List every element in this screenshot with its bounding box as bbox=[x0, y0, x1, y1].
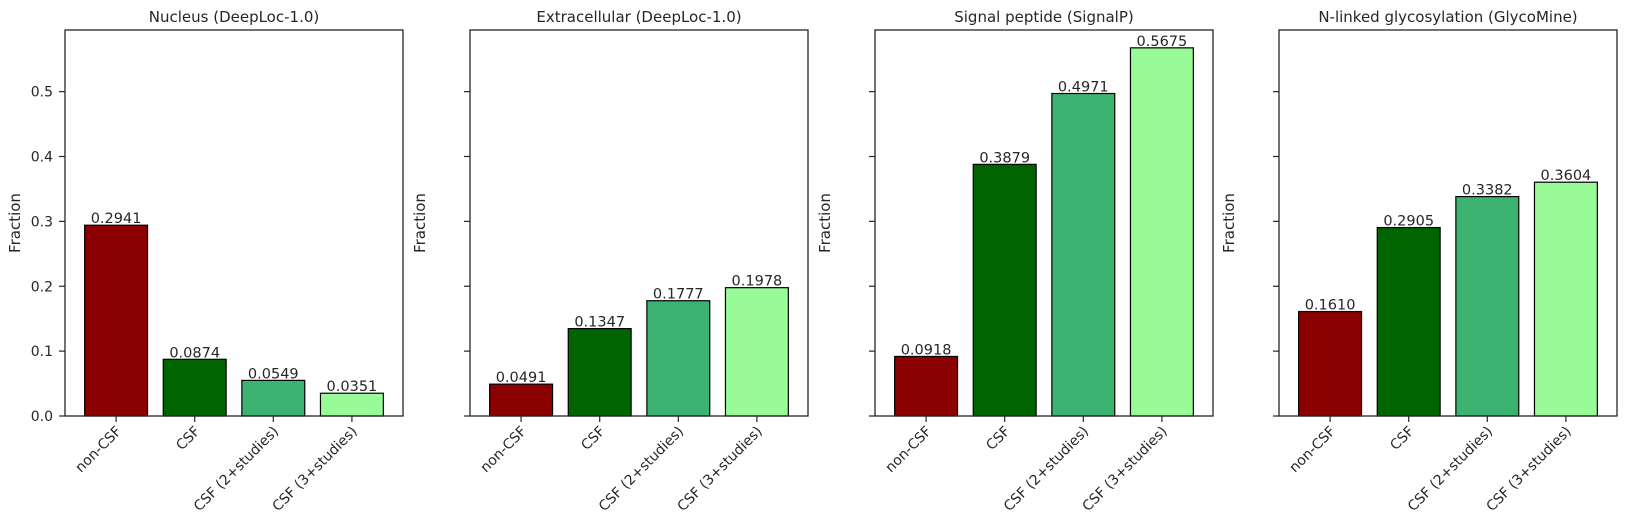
data-label: 0.0874 bbox=[169, 345, 220, 361]
x-tick-label: non-CSF bbox=[1287, 424, 1339, 476]
data-label: 0.2941 bbox=[91, 211, 142, 227]
x-tick-label: CSF (3+studies) bbox=[269, 424, 360, 515]
y-axis-label: Fraction bbox=[1220, 193, 1238, 253]
bar bbox=[1051, 92, 1116, 417]
data-label: 0.3382 bbox=[1462, 183, 1513, 199]
x-tick-label: non-CSF bbox=[73, 424, 125, 476]
bar bbox=[162, 358, 227, 417]
data-label: 0.2905 bbox=[1383, 214, 1434, 230]
x-tick-label: CSF bbox=[983, 424, 1013, 454]
y-tick-label: 0.5 bbox=[31, 85, 53, 101]
data-label: 0.0351 bbox=[327, 379, 378, 395]
data-label: 0.4971 bbox=[1058, 80, 1109, 96]
x-tick-label: CSF (2+studies) bbox=[596, 424, 687, 515]
plot-frame bbox=[1278, 29, 1618, 417]
bar bbox=[1376, 226, 1441, 417]
plot-frame bbox=[469, 29, 809, 417]
bar bbox=[724, 287, 789, 417]
x-tick-label: CSF bbox=[578, 424, 608, 454]
x-tick-label: CSF (2+studies) bbox=[1001, 424, 1092, 515]
y-axis-label: Fraction bbox=[411, 193, 429, 253]
chart-title: Nucleus (DeepLoc-1.0) bbox=[149, 8, 319, 26]
data-label: 0.0491 bbox=[496, 370, 547, 386]
x-tick-label: CSF bbox=[173, 424, 203, 454]
y-axis-label: Fraction bbox=[6, 193, 24, 253]
chart-panel-1: 0.2941 0.0874 0.0549 0.0351 0.0 0.1 0.2 0.3 0.4 0… bbox=[6, 8, 404, 515]
x-tick-label: CSF (2+studies) bbox=[1405, 424, 1496, 515]
chart-title: Extracellular (DeepLoc-1.0) bbox=[536, 8, 741, 26]
y-tick-label: 0.0 bbox=[31, 409, 53, 425]
bar bbox=[1129, 47, 1194, 417]
data-label: 0.3879 bbox=[979, 150, 1030, 166]
x-tick-label: CSF (3+studies) bbox=[1079, 424, 1170, 515]
data-label: 0.1777 bbox=[653, 287, 704, 303]
chart-title: Signal peptide (SignalP) bbox=[954, 8, 1134, 26]
data-label: 0.0918 bbox=[901, 342, 952, 358]
x-tick-label: CSF bbox=[1387, 424, 1417, 454]
bar bbox=[1298, 310, 1363, 417]
plot-frame bbox=[64, 29, 404, 417]
data-label: 0.1610 bbox=[1305, 298, 1356, 314]
data-label: 0.1978 bbox=[732, 274, 783, 290]
y-tick-label: 0.3 bbox=[31, 214, 53, 230]
data-label: 0.3604 bbox=[1541, 168, 1592, 184]
bar bbox=[894, 355, 959, 417]
bar bbox=[241, 379, 306, 417]
bar bbox=[84, 224, 149, 417]
bar bbox=[1455, 195, 1520, 417]
plot-frame bbox=[874, 29, 1214, 417]
y-axis-label: Fraction bbox=[816, 193, 834, 253]
bar bbox=[646, 300, 711, 417]
x-tick-label: CSF (3+studies) bbox=[674, 424, 765, 515]
bar bbox=[319, 392, 384, 417]
bar bbox=[567, 328, 632, 417]
y-tick-label: 0.2 bbox=[31, 279, 53, 295]
x-tick-label: CSF (2+studies) bbox=[191, 424, 282, 515]
data-label: 0.0549 bbox=[248, 366, 299, 382]
data-label: 0.1347 bbox=[574, 315, 625, 331]
bar bbox=[972, 163, 1037, 417]
bar bbox=[1533, 181, 1598, 417]
x-tick-label: CSF (3+studies) bbox=[1483, 424, 1574, 515]
data-label: 0.5675 bbox=[1137, 34, 1188, 50]
y-tick-label: 0.1 bbox=[31, 344, 53, 360]
x-tick-label: non-CSF bbox=[883, 424, 935, 476]
y-tick-label: 0.4 bbox=[31, 150, 53, 166]
x-tick-label: non-CSF bbox=[478, 424, 530, 476]
chart-title: N-linked glycosylation (GlycoMine) bbox=[1318, 8, 1577, 26]
bar bbox=[489, 383, 554, 417]
